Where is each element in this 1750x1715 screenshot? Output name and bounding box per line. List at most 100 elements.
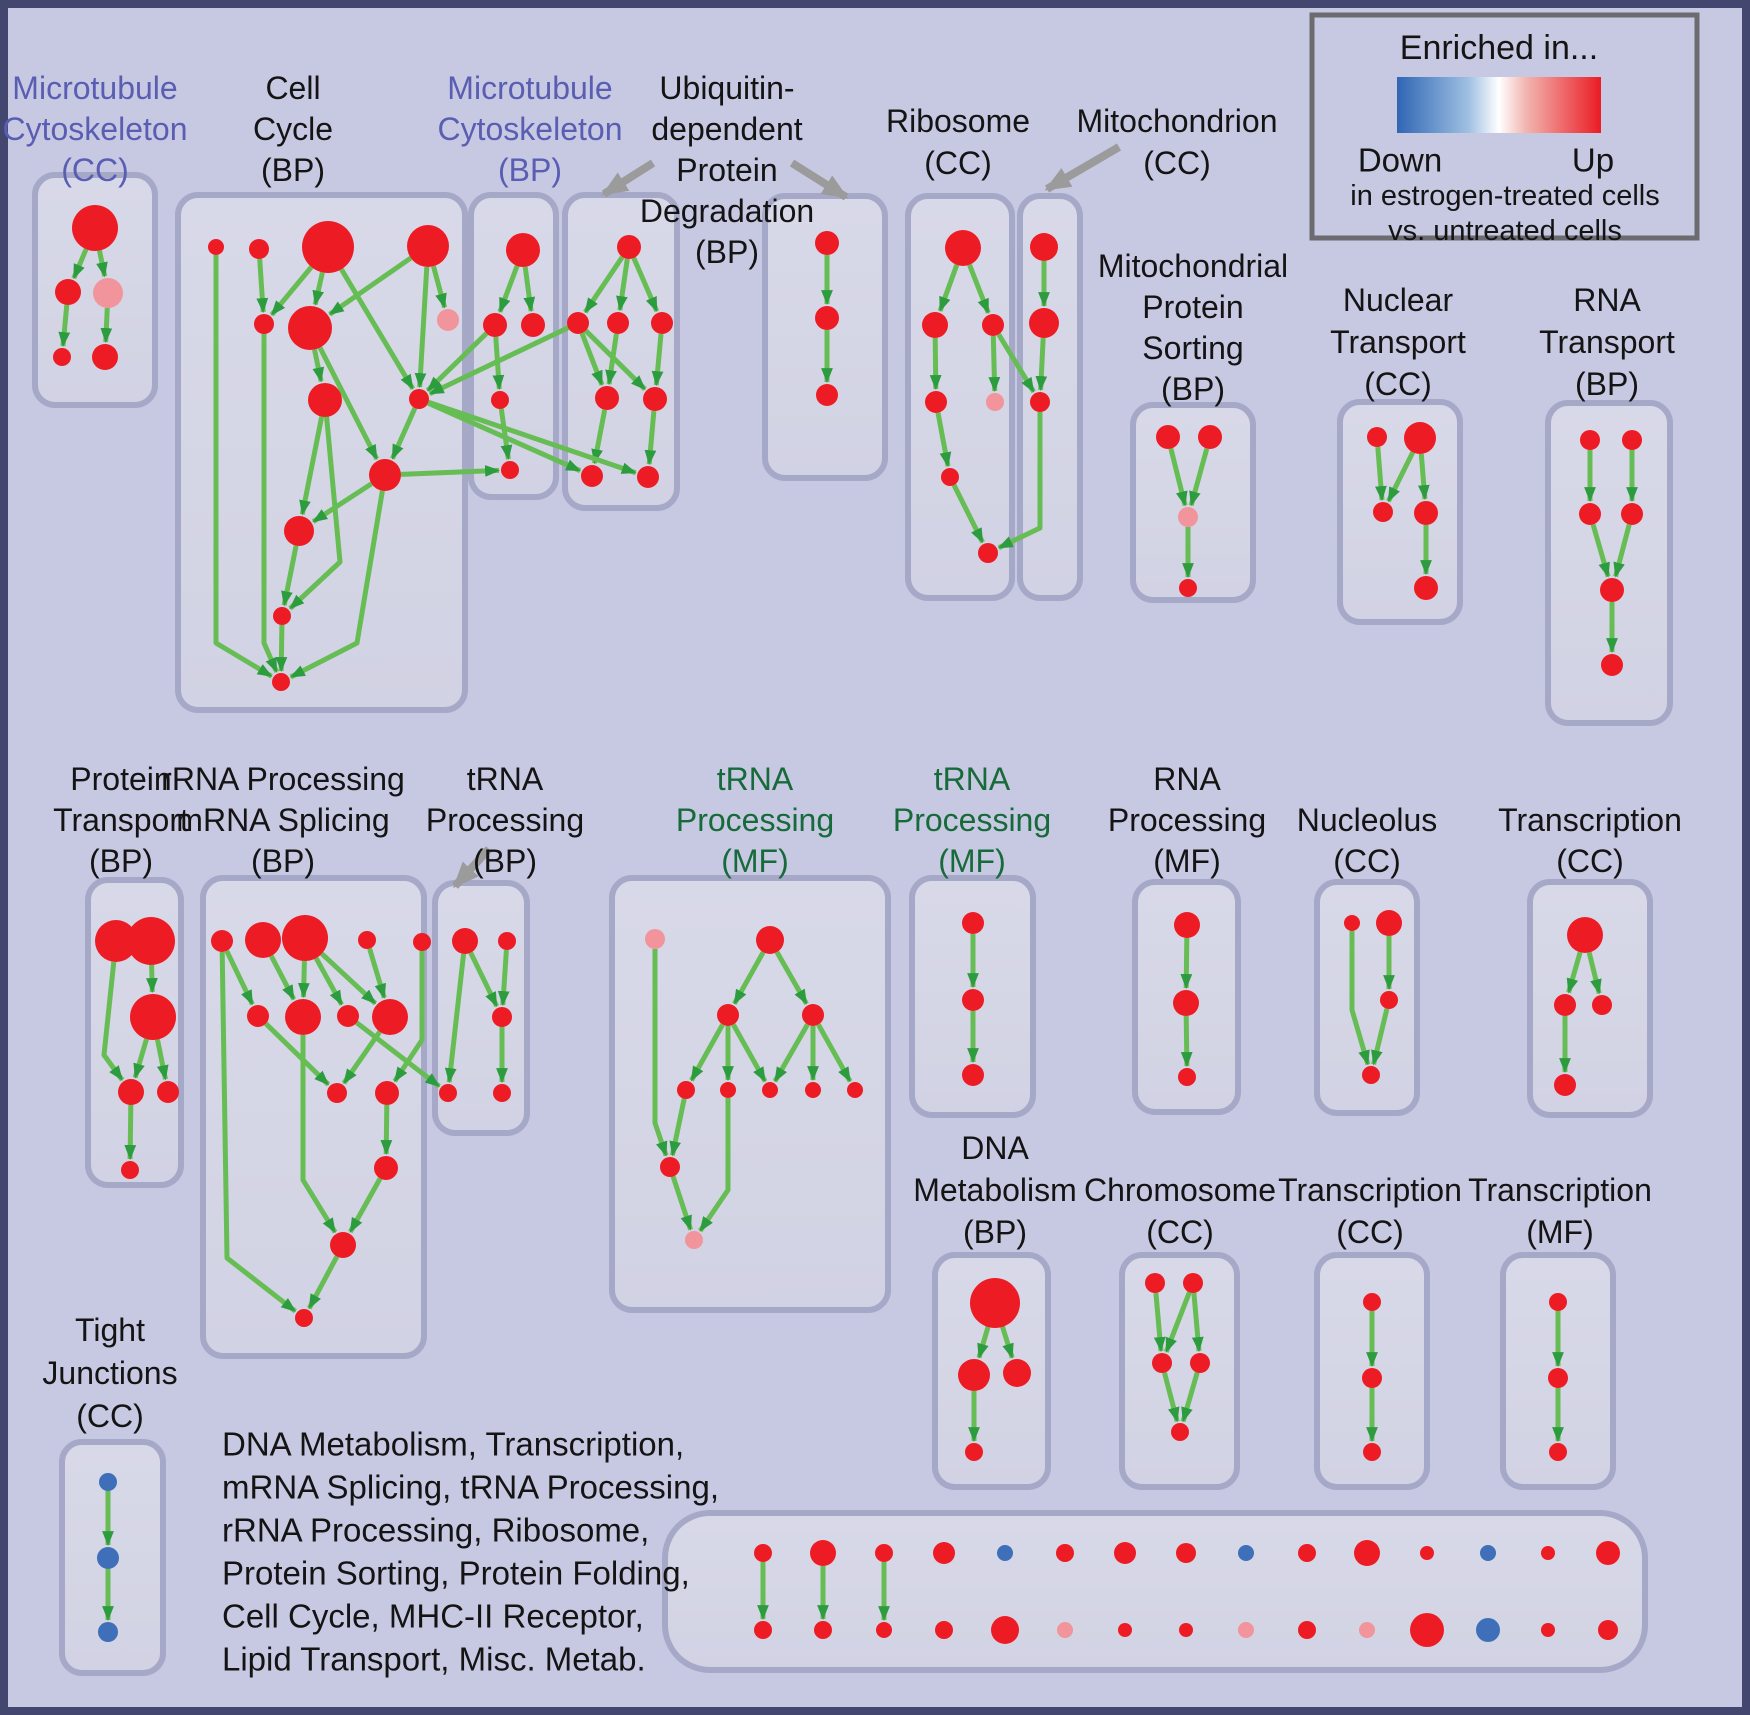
cluster-label-ubiquitin-degradation-bp: (BP) (695, 234, 759, 270)
cluster-box-ribosome-cc (905, 193, 1015, 601)
go-term-node (273, 607, 291, 625)
go-term-node (1179, 579, 1197, 597)
cluster-label-dna-metabolism-bp: (BP) (963, 1214, 1027, 1250)
go-term-node (498, 932, 516, 950)
cluster-label-nucleolus-cc: Nucleolus (1297, 802, 1438, 838)
go-term-node (254, 314, 274, 334)
cluster-label-ribosome-cc: (CC) (924, 145, 992, 181)
go-term-node (506, 233, 540, 267)
go-term-node (99, 1473, 117, 1491)
go-term-node (272, 673, 290, 691)
cluster-label-microtubule-cytoskeleton-cc: Microtubule (12, 70, 177, 106)
edge-arrow (300, 1035, 338, 1234)
edge-arrow (155, 1039, 169, 1081)
cluster-label-ribosome-cc: Ribosome (886, 103, 1030, 139)
go-term-node (925, 391, 947, 413)
go-term-node (1622, 430, 1642, 450)
edge-arrow (320, 951, 378, 1006)
go-term-node (986, 393, 1004, 411)
go-term-node (637, 466, 659, 488)
go-term-node (717, 1004, 739, 1026)
edge-arrow (584, 328, 647, 391)
edge-arrow (670, 1175, 693, 1231)
go-term-node (1367, 427, 1387, 447)
edge-arrow (219, 951, 297, 1314)
edge-arrow (380, 1104, 393, 1156)
edge-arrow (427, 400, 582, 473)
go-term-node (372, 999, 408, 1035)
go-term-node (1298, 1621, 1316, 1639)
cluster-label-trna-processing-bp: (BP) (473, 843, 537, 879)
cluster-label-ubiquitin-degradation-bp: Degradation (640, 193, 814, 229)
edge-arrow (281, 545, 299, 607)
go-term-node (375, 1081, 399, 1105)
edge-arrow (306, 1255, 340, 1310)
cluster-label-trna-processing-mf-2: (MF) (938, 843, 1006, 879)
edge-arrow (1180, 1371, 1200, 1423)
misc-categories-text: Cell Cycle, MHC-II Receptor, (222, 1598, 644, 1635)
edge-arrow (428, 325, 570, 397)
cluster-label-nuclear-transport-cc: Nuclear (1343, 282, 1454, 318)
cluster-label-microtubule-cytoskeleton-bp: Microtubule (447, 70, 612, 106)
go-term-node (978, 543, 998, 563)
go-term-node (1541, 1623, 1555, 1637)
go-term-node (847, 1082, 863, 1098)
go-term-node (941, 468, 959, 486)
edge-arrow (1000, 1326, 1015, 1359)
edge-arrow (497, 949, 510, 1007)
edge-arrow (311, 481, 373, 524)
edge-arrow (1153, 1292, 1166, 1353)
go-term-node (1198, 425, 1222, 449)
edge-arrow (431, 265, 448, 309)
edge-arrow (96, 250, 108, 278)
go-term-node (754, 1621, 772, 1639)
go-term-node (1414, 501, 1438, 525)
cluster-label-protein-transport-bp: Transport (53, 802, 189, 838)
edge-arrow (1188, 447, 1210, 507)
go-term-node (945, 230, 981, 266)
edge-arrow (124, 1104, 137, 1161)
edge-arrow (997, 412, 1043, 551)
misc-categories-text: Lipid Transport, Misc. Metab. (222, 1641, 646, 1678)
misc-categories-text: DNA Metabolism, Transcription, (222, 1426, 684, 1463)
edge-arrow (591, 409, 608, 465)
edge-arrow (256, 258, 269, 314)
go-term-node (607, 312, 629, 334)
go-term-node (1176, 1543, 1196, 1563)
cluster-label-rna-transport-bp: (BP) (1575, 366, 1639, 402)
go-term-node (492, 1007, 512, 1027)
go-term-node (208, 239, 224, 255)
edge-arrow (367, 947, 387, 999)
go-term-node (93, 278, 123, 308)
legend-down-label: Down (1358, 142, 1442, 179)
nodes-layer (53, 205, 1643, 1647)
go-term-node (720, 1082, 736, 1098)
go-term-node (249, 239, 269, 259)
go-term-node (1359, 1622, 1375, 1638)
cluster-label-rna-transport-bp: Transport (1539, 324, 1675, 360)
edge-arrow (132, 1038, 149, 1079)
edge-arrow (427, 399, 637, 476)
edge-arrow (772, 1023, 810, 1083)
edge-arrow (1386, 451, 1416, 503)
go-term-node (1171, 1423, 1189, 1441)
labels-layer: Microtubule Cytoskeleton (CC) Cell Cycle (BP)… (3, 12, 1700, 1678)
go-term-node (991, 1616, 1019, 1644)
go-term-node (1190, 1353, 1210, 1373)
go-term-node (337, 1005, 359, 1027)
go-term-node (437, 309, 459, 331)
go-term-node (1362, 1066, 1380, 1084)
go-term-node (922, 312, 948, 338)
go-term-node (581, 465, 603, 487)
cluster-label-dna-metabolism-bp: Metabolism (913, 1172, 1077, 1208)
edge-arrow (522, 266, 536, 313)
go-term-node (374, 1156, 398, 1180)
go-term-node (157, 1081, 179, 1103)
cluster-label-rrna-processing-mrna-splicing-bp: (BP) (251, 843, 315, 879)
edge-arrow (967, 263, 991, 314)
go-term-node (1363, 1443, 1381, 1461)
go-term-node (1003, 1359, 1031, 1387)
go-term-node (567, 312, 589, 334)
go-term-node (308, 383, 342, 417)
edge-arrow (312, 271, 325, 306)
